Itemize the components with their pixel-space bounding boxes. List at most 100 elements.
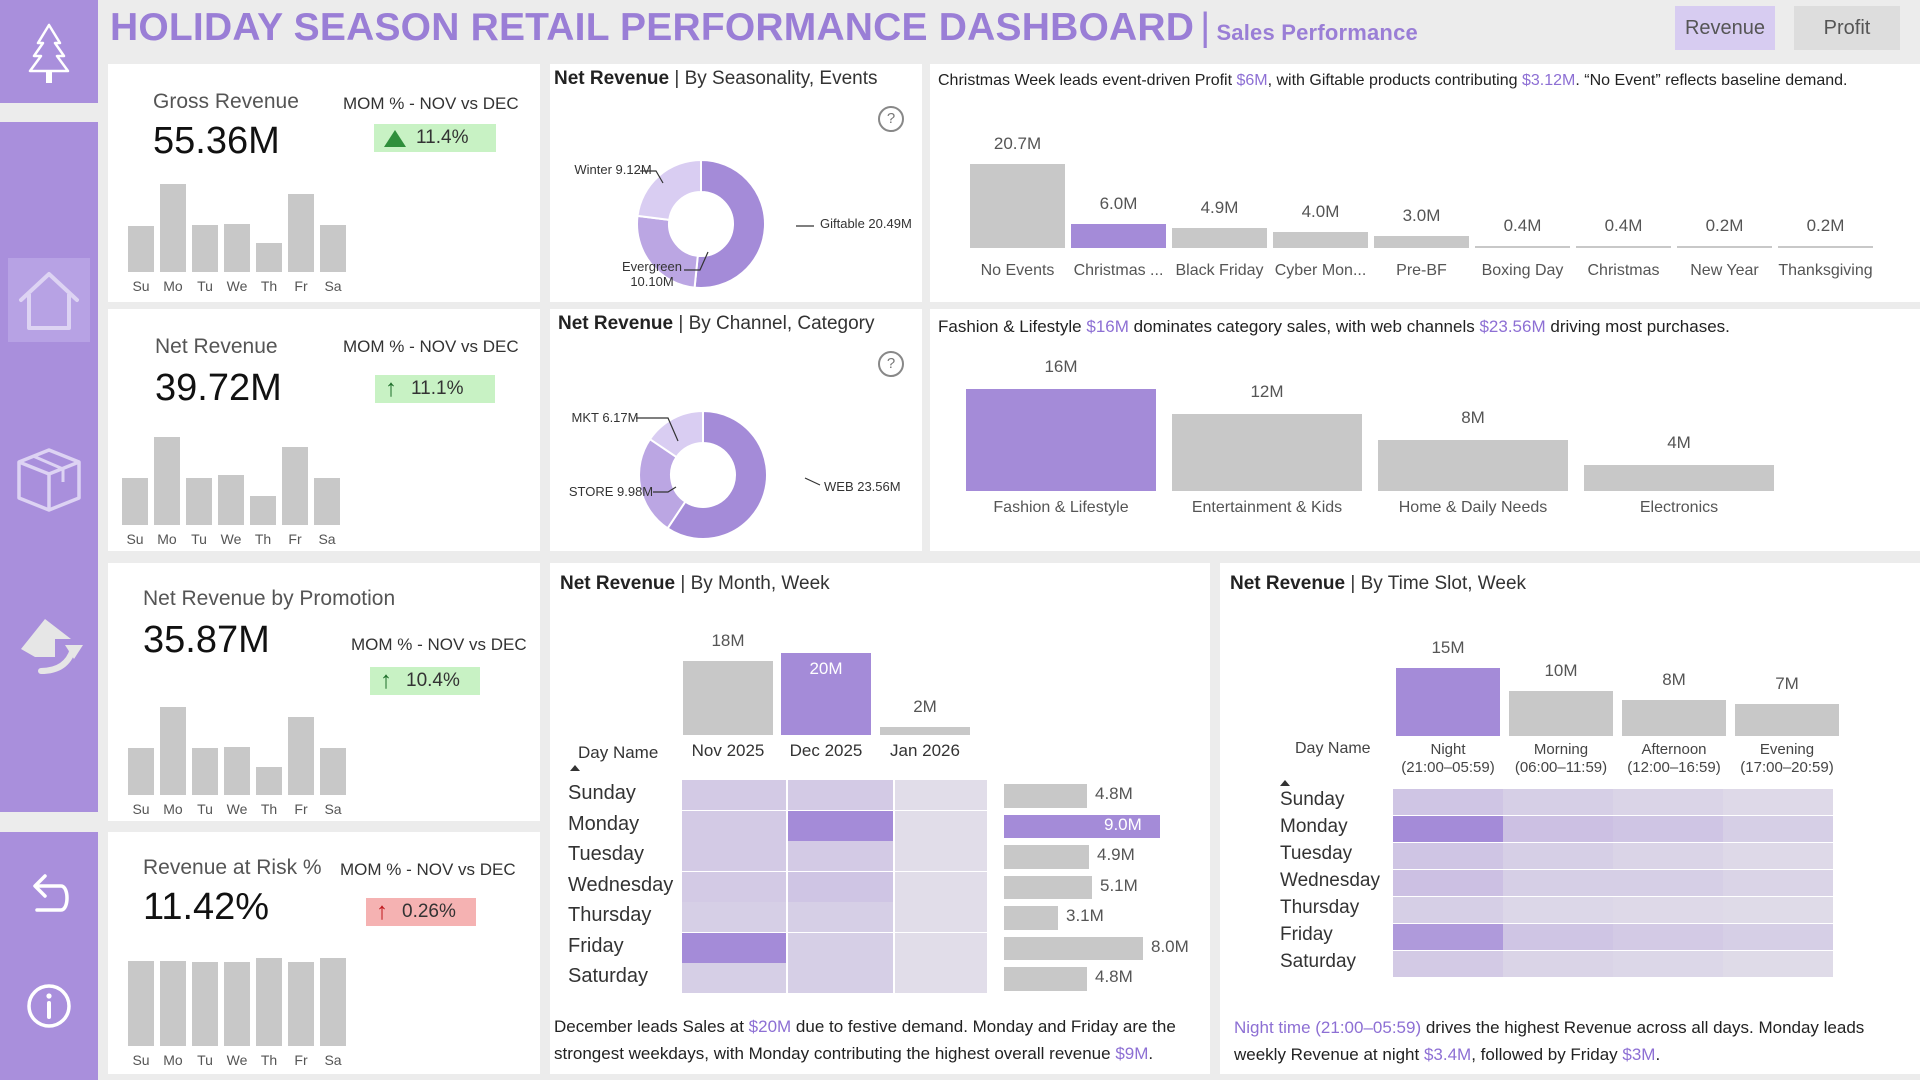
channel-panel: Net Revenue | By Channel, Category ? WEB… (550, 309, 922, 551)
note-highlight: $3.12M (1521, 72, 1576, 89)
month-label: Dec 2025 (789, 741, 863, 760)
day-bar (186, 478, 212, 525)
day-bar (192, 962, 218, 1046)
category-label: Electronics (1639, 499, 1719, 516)
heat-cell (788, 902, 893, 932)
day-total-label: 9.0M (1104, 814, 1142, 834)
panel-title-bold: Net Revenue (1230, 573, 1346, 594)
day-bar (224, 747, 250, 795)
kpi-title: Gross Revenue (153, 90, 299, 113)
day-bar (288, 962, 314, 1046)
heat-cell (1613, 870, 1723, 896)
day-label: We (220, 531, 242, 547)
heat-cell (682, 932, 786, 963)
heat-cell (895, 810, 987, 841)
kpi-mom-badge: ↑ 10.4% (370, 667, 480, 695)
day-label: Sa (318, 531, 336, 547)
event-value-label: 3.0M (1402, 206, 1441, 225)
note-text: due to festive demand. Monday and Friday… (791, 1017, 1176, 1036)
leader-line (640, 170, 664, 184)
leader-line (653, 486, 677, 493)
help-icon[interactable]: ? (878, 351, 904, 377)
month-value-label: 2M (913, 697, 937, 716)
event-bar (970, 164, 1065, 248)
note-highlight: Night time (21:00–05:59) (1234, 1018, 1422, 1037)
heat-cell (1723, 789, 1833, 815)
day-label: Sunday (1280, 789, 1345, 810)
kpi-mom-badge: ↑ 0.26% (366, 898, 476, 926)
help-icon[interactable]: ? (878, 106, 904, 132)
slot-time-label: (12:00–16:59) (1627, 759, 1721, 776)
kpi-mom-badge: ↑ 11.1% (375, 375, 495, 403)
panel-title-rest: | By Time Slot, Week (1350, 573, 1527, 594)
panel-title-rest: | By Month, Week (680, 573, 830, 594)
day-total-label: 5.1M (1100, 875, 1138, 895)
month-bar (683, 661, 773, 735)
day-bar (224, 224, 250, 272)
day-label: Tu (197, 1052, 213, 1068)
slot-label: Night (1430, 741, 1466, 758)
day-total-label: 3.1M (1066, 906, 1104, 925)
heat-cell (1723, 951, 1833, 977)
heat-cell (1503, 789, 1613, 815)
heat-cell (682, 780, 786, 810)
event-category-label: Christmas ... (1073, 262, 1164, 279)
day-total-bar (1004, 845, 1089, 869)
share-icon[interactable] (0, 604, 98, 684)
note-text: strongest weekdays, with Monday contribu… (554, 1044, 1116, 1063)
day-bar (160, 961, 186, 1046)
donut-slice (636, 158, 702, 222)
day-total-label: 4.8M (1095, 784, 1133, 803)
info-icon[interactable] (0, 974, 98, 1038)
slot-label: Morning (1533, 741, 1589, 758)
slot-time-label: (17:00–20:59) (1740, 759, 1834, 776)
kpi-card-net-revenue: Net Revenue 39.72M MOM % - NOV vs DEC ↑ … (108, 309, 540, 551)
day-label: We (226, 1052, 248, 1068)
slot-label: Evening (1759, 741, 1815, 758)
day-label: Th (260, 1052, 278, 1068)
slice-label: Giftable 20.49M (820, 216, 912, 231)
month-value-label: 18M (711, 631, 745, 650)
slot-bar (1509, 691, 1613, 736)
kpi-title: Net Revenue by Promotion (143, 587, 396, 610)
tree-icon (0, 20, 98, 90)
category-bar (1378, 440, 1568, 491)
note-highlight: $23.56M (1479, 317, 1546, 336)
day-bar (256, 243, 282, 272)
note-highlight: $9M (1115, 1044, 1149, 1063)
heat-cell (788, 932, 893, 963)
heat-cell (1393, 951, 1503, 977)
event-value-label: 0.4M (1604, 216, 1643, 235)
title-separator: | (1200, 6, 1211, 49)
panel-title: Net Revenue | By Time Slot, Week (1230, 573, 1526, 595)
box-icon[interactable] (0, 440, 98, 520)
heat-cell (788, 963, 893, 993)
revenue-toggle-button[interactable]: Revenue (1675, 6, 1775, 50)
event-category-label: Boxing Day (1481, 262, 1564, 279)
heat-cell (1723, 924, 1833, 950)
day-label: Fr (288, 531, 302, 547)
profit-toggle-button[interactable]: Profit (1794, 6, 1900, 50)
heat-cell (1503, 870, 1613, 896)
note-text: drives the highest Revenue across all da… (1421, 1018, 1865, 1037)
heat-cell (1613, 843, 1723, 869)
heat-cell (1723, 897, 1833, 923)
undo-icon[interactable] (0, 862, 98, 926)
month-bar (880, 727, 970, 735)
kpi-day-bars: Su Mo Tu We Th Fr Sa (128, 950, 388, 1068)
panel-title: Net Revenue | By Seasonality, Events (554, 68, 878, 90)
home-icon[interactable] (0, 262, 98, 340)
slice-label: Winter 9.12M (574, 162, 651, 177)
heat-cell (788, 780, 893, 810)
slot-bar (1622, 700, 1726, 736)
arrow-up-icon: ↑ (385, 375, 397, 402)
day-bar (128, 961, 154, 1046)
panel-title-rest: | By Seasonality, Events (674, 68, 878, 89)
heat-cell (682, 810, 786, 841)
event-bar (1778, 246, 1873, 248)
heat-cell (788, 871, 893, 902)
day-total-bar (1004, 875, 1092, 899)
heat-cell (1393, 843, 1503, 869)
day-name-header: Day Name (578, 743, 659, 762)
day-label: Saturday (568, 965, 649, 987)
